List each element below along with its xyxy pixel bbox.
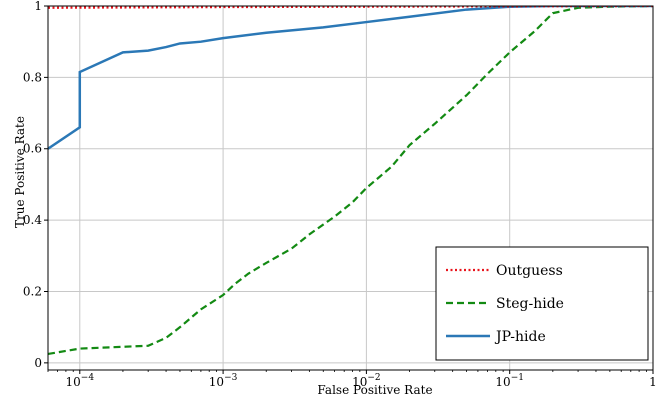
plot-frame [47,5,654,371]
y-axis-label: True Positive Rate [13,116,27,228]
legend-label-outguess: Outguess [496,263,563,279]
legend-label-steg-hide: Steg-hide [496,296,564,312]
x-tick-exponent: −2 [367,373,380,383]
x-tick-base: 1 [649,375,657,389]
y-tick-label: 1 [34,0,42,13]
x-tick-exponent: −1 [511,373,524,383]
x-tick-label: 10−2 [352,373,381,389]
x-tick-label: 1 [649,375,657,389]
x-tick-label: 10−4 [66,373,95,389]
x-tick-base: 10 [209,375,224,389]
y-tick-label: 0.6 [23,142,42,156]
x-tick-exponent: −4 [81,373,95,383]
y-axis-ticks: 0 0.2 0.4 0.6 0.8 1 [23,0,48,370]
x-tick-base: 10 [66,375,81,389]
y-tick-label: 0 [34,356,42,370]
x-tick-exponent: −3 [224,373,238,383]
y-tick-label: 0.4 [23,213,42,227]
x-tick-base: 10 [352,375,367,389]
y-tick-label: 0.2 [23,284,42,298]
series-line-steg-hide [48,6,653,356]
x-tick-base: 10 [495,375,510,389]
x-axis-label: False Positive Rate [317,383,432,397]
legend: Outguess Steg-hide JP-hide [435,246,649,361]
y-tick-label: 0.8 [23,70,42,84]
x-tick-label: 10−1 [495,373,524,389]
x-axis-ticks: 10−4 10−3 10−2 10−1 1 [47,370,657,389]
x-tick-label: 10−3 [209,373,238,389]
legend-label-jp-hide: JP-hide [494,329,546,345]
